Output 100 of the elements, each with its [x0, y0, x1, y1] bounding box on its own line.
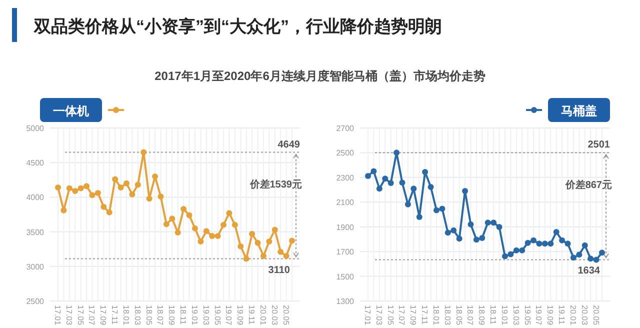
x-tick-label: 17.01	[53, 305, 62, 326]
x-tick-label: 19.03	[201, 305, 210, 326]
y-tick-label: 1700	[336, 248, 355, 257]
point	[433, 207, 440, 214]
point	[118, 184, 124, 191]
point	[513, 247, 520, 254]
x-tick-label: 17.11	[420, 305, 430, 325]
point	[169, 216, 176, 222]
point	[146, 196, 152, 202]
x-tick-label: 17.09	[98, 305, 108, 326]
point	[249, 230, 256, 237]
point	[479, 234, 486, 241]
point	[209, 232, 216, 239]
x-tick-label: 18.11	[488, 305, 498, 325]
point	[220, 222, 227, 228]
point	[394, 150, 400, 156]
point	[203, 228, 210, 234]
point	[272, 226, 278, 233]
point	[254, 240, 261, 246]
point	[576, 252, 582, 258]
point	[365, 172, 371, 179]
point	[502, 253, 508, 260]
point	[468, 221, 474, 228]
y-tick-label: 2100	[336, 198, 355, 208]
point	[123, 180, 130, 186]
point	[260, 253, 266, 260]
legend-label: 一体机	[53, 104, 89, 118]
point	[524, 240, 531, 246]
x-tick-label: 19.05	[212, 305, 222, 326]
point	[198, 238, 204, 244]
point	[376, 186, 382, 192]
point	[140, 149, 147, 156]
point	[416, 214, 422, 220]
ref-line-label: 1634	[578, 266, 600, 277]
y-tick-label: 5000	[26, 124, 45, 133]
annotation: 价差1539元	[248, 178, 302, 191]
y-tick-label: 4000	[26, 193, 45, 202]
x-tick-label: 20.01	[258, 305, 268, 326]
point	[214, 232, 221, 239]
y-tick-label: 2500	[26, 297, 45, 306]
x-tick-label: 17.11	[110, 305, 120, 325]
point	[152, 173, 158, 180]
point	[593, 256, 600, 263]
x-tick-label: 19.01	[190, 305, 199, 326]
x-tick-label: 20.03	[270, 305, 279, 326]
x-tick-label: 17.07	[87, 305, 96, 326]
point	[399, 180, 406, 186]
y-tick-label: 3000	[26, 262, 45, 272]
x-tick-label: 18.11	[178, 305, 188, 325]
point	[186, 212, 192, 218]
x-tick-label: 17.09	[408, 305, 418, 326]
annotation: 价差867元	[564, 179, 612, 192]
x-tick-label: 17.05	[76, 305, 85, 326]
point	[289, 238, 295, 244]
x-tick-label: 19.09	[546, 305, 555, 326]
x-tick-label: 18.05	[454, 305, 464, 326]
point	[410, 186, 417, 192]
point	[89, 192, 96, 198]
x-tick-label: 18.07	[156, 305, 165, 326]
point	[508, 251, 514, 258]
point	[370, 168, 377, 174]
point	[542, 240, 548, 247]
point	[278, 248, 284, 255]
x-tick-label: 18.01	[431, 305, 440, 326]
point	[192, 225, 198, 232]
point	[134, 182, 141, 188]
point	[112, 176, 118, 182]
y-tick-label: 2300	[336, 173, 355, 182]
chart-subtitle: 2017年1月至2020年6月连续月度智能马桶（盖）市场均价走势	[154, 69, 486, 83]
x-tick-label: 18.07	[466, 305, 475, 326]
point	[388, 180, 394, 186]
point	[570, 254, 576, 261]
point	[243, 256, 250, 262]
point	[490, 220, 497, 226]
point	[94, 190, 101, 196]
point	[553, 229, 560, 236]
point	[232, 222, 238, 228]
x-tick-label: 18.01	[121, 305, 130, 326]
point	[548, 240, 554, 247]
point	[530, 237, 537, 244]
x-tick-label: 18.03	[132, 305, 142, 326]
point	[484, 220, 491, 226]
chart-title: 双品类价格从“小资享”到“大众化”，行业降价趋势明朗	[33, 17, 442, 36]
x-tick-label: 19.09	[236, 305, 245, 326]
point	[100, 204, 107, 210]
x-tick-label: 17.03	[64, 305, 74, 326]
x-tick-label: 20.05	[281, 305, 290, 326]
x-tick-label: 19.11	[247, 305, 256, 325]
point	[519, 247, 526, 254]
point	[55, 184, 61, 191]
point	[450, 227, 457, 234]
x-tick-label: 18.03	[442, 305, 452, 326]
x-tick-label: 20.05	[591, 305, 600, 326]
x-tick-label: 19.07	[534, 305, 544, 326]
point	[588, 256, 594, 262]
point	[78, 185, 84, 192]
legend-label: 马桶盖	[561, 104, 597, 118]
point	[599, 250, 605, 256]
x-tick-label: 19.11	[557, 305, 566, 325]
point	[462, 188, 468, 194]
